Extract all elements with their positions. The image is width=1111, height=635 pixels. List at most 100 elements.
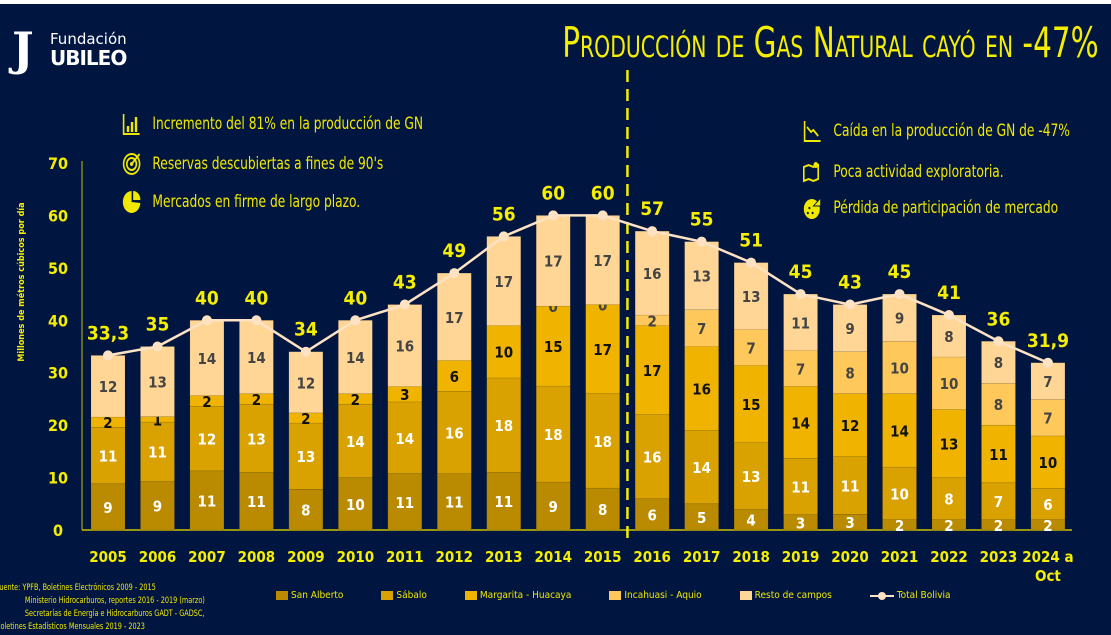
bar-segment (90, 483, 126, 531)
bar-segment (684, 241, 719, 311)
bar-segment (140, 346, 175, 417)
segment-label: 11 (99, 448, 118, 466)
bar-segment (140, 421, 175, 482)
legend-label: San Alberto (291, 590, 344, 601)
total-label: 40 (195, 287, 219, 309)
segment-label: 8 (994, 396, 1003, 414)
y-tick-label: 70 (48, 154, 68, 173)
segment-label: 6 (450, 368, 459, 386)
bar-segment (882, 293, 917, 342)
x-tick-label: 2008 (238, 548, 276, 566)
segment-label: 2 (895, 517, 904, 535)
bar-segment (1030, 487, 1066, 520)
segment-label: 11 (791, 314, 810, 332)
segment-label: 7 (1043, 410, 1052, 428)
bar-segment (634, 414, 670, 499)
segment-label: 8 (944, 491, 953, 509)
bar-segment (387, 401, 423, 474)
total-label: 43 (393, 272, 417, 294)
bar-segment (288, 422, 324, 490)
bar-segment (436, 390, 472, 474)
x-tick-label: 2024 a (1022, 548, 1073, 566)
legend-label: Total Bolivia (896, 590, 951, 601)
bar-segment (1030, 435, 1066, 489)
legend-swatch (276, 591, 288, 600)
legend-swatch (609, 591, 622, 600)
segment-label: 12 (841, 417, 860, 435)
segment-label: 17 (494, 273, 513, 291)
pie-chart-icon (122, 191, 141, 213)
x-tick-label: 2019 (782, 548, 820, 566)
bar-segment (981, 424, 1016, 484)
segment-label: 17 (593, 341, 612, 359)
total-point (597, 210, 608, 221)
segment-label: 14 (791, 414, 810, 432)
bar-segment (1030, 362, 1066, 400)
x-tick-label: 2005 (89, 548, 127, 566)
total-line (107, 214, 1049, 364)
bar-segment (684, 309, 719, 347)
logo-mark: J (12, 22, 34, 76)
segment-label: 2 (103, 414, 112, 432)
total-label: 33,3 (87, 322, 129, 344)
note-reserves: Reservas descubiertas a fines de 90's (122, 152, 383, 176)
x-tick-label: 2016 (633, 548, 671, 566)
x-tick-label: 2013 (485, 548, 523, 566)
segment-label: 2 (944, 517, 953, 535)
note-text: Pérdida de participación de mercado (833, 198, 1059, 218)
bar-segment (535, 215, 571, 307)
segment-label: 13 (296, 448, 315, 466)
declining-chart-icon (803, 121, 821, 142)
total-point (201, 315, 212, 326)
y-tick-label: 10 (48, 469, 68, 488)
total-label: 40 (343, 287, 367, 309)
segment-label: 13 (148, 374, 167, 392)
logo-line2: UBILEO (50, 46, 127, 70)
segment-label: 16 (692, 380, 711, 398)
bar-segment (486, 325, 522, 379)
total-point (548, 210, 559, 221)
segment-label: 13 (247, 430, 266, 448)
pizza-slice-icon (803, 196, 822, 219)
segment-label: 16 (643, 449, 662, 467)
bar-segment (535, 481, 571, 531)
segment-label: 0 (598, 297, 607, 315)
segment-label: 9 (103, 499, 112, 517)
y-tick-label: 20 (48, 416, 68, 435)
bar-chart-growth-icon (122, 114, 140, 135)
bar-segment (733, 329, 769, 366)
segment-label: 7 (994, 493, 1003, 511)
bar-segment (832, 393, 868, 457)
total-point (943, 310, 954, 321)
segment-label: 1 (153, 411, 162, 429)
segment-label: 11 (395, 494, 414, 512)
note-text: Caída en la producción de GN de -47% (833, 121, 1070, 141)
legend-item-san-alberto: San Alberto (276, 590, 343, 601)
segment-label: 4 (746, 512, 755, 530)
segment-label: 13 (742, 288, 761, 306)
legend-swatch (464, 591, 477, 600)
segment-label: 17 (593, 252, 612, 270)
source-line: Boletines Estadísticos Mensuales 2019 - … (0, 622, 145, 632)
y-tick-label: 60 (48, 206, 68, 225)
x-tick-label: 2006 (139, 548, 177, 566)
bar-segment (189, 470, 225, 531)
x-tick-label: 2009 (287, 548, 325, 566)
bar-segment (585, 215, 621, 305)
total-label: 45 (888, 261, 912, 283)
total-point (894, 289, 905, 300)
x-tick-label: 2011 (386, 548, 424, 566)
segment-label: 17 (544, 253, 563, 271)
segment-label: 9 (153, 498, 162, 516)
segment-label: 8 (944, 328, 953, 346)
legend-label: Resto de campos (754, 590, 832, 601)
total-point (845, 299, 856, 310)
note-text: Incremento del 81% en la producción de G… (152, 114, 424, 134)
segment-label: 9 (549, 498, 558, 516)
x-tick-label: 2015 (584, 548, 622, 566)
legend-label: Margarita - Huacaya (479, 590, 572, 601)
y-tick-label: 40 (48, 311, 68, 330)
legend-label: Sábalo (396, 590, 427, 601)
segment-label: 14 (198, 350, 217, 368)
bar-segment (535, 305, 571, 387)
